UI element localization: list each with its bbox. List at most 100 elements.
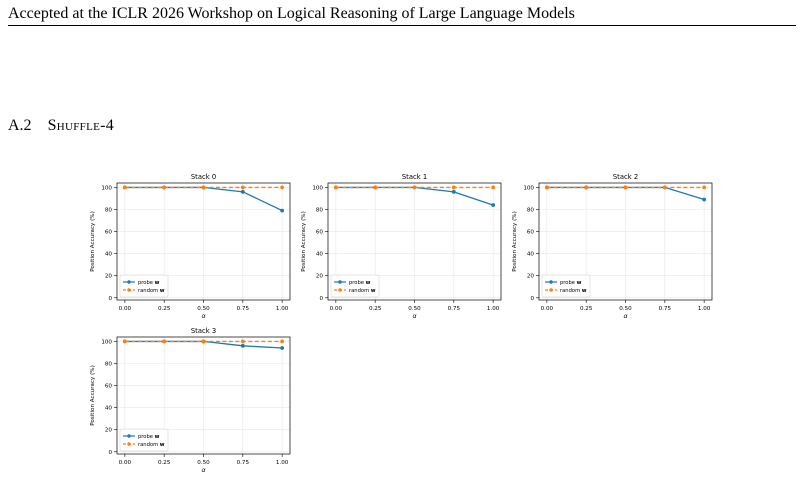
y-tick-label: 20 (527, 274, 535, 280)
legend-marker (338, 288, 342, 292)
y-tick-label: 60 (527, 230, 535, 236)
y-tick-label: 100 (101, 185, 112, 191)
data-point-random (240, 339, 245, 344)
legend-label: random w (138, 442, 165, 448)
data-point-probe (240, 189, 245, 194)
y-tick-label: 100 (523, 185, 534, 191)
y-tick-label: 20 (105, 274, 113, 280)
data-point-random (544, 185, 549, 190)
section-title: Shuffle-4 (47, 117, 115, 134)
legend-label: probe w (349, 280, 371, 286)
data-point-random (240, 185, 245, 190)
chart-title: Stack 0 (191, 173, 216, 181)
data-point-random (373, 185, 378, 190)
y-tick-label: 0 (319, 296, 323, 302)
data-point-random (491, 185, 496, 190)
chart-title: Stack 1 (402, 173, 427, 181)
y-tick-label: 60 (316, 230, 324, 236)
x-tick-label: 0.25 (369, 306, 382, 312)
data-point-random (201, 339, 206, 344)
x-tick-label: 0.50 (619, 306, 632, 312)
y-axis-label: Position Accuracy (%) (301, 211, 307, 272)
y-tick-label: 100 (101, 339, 112, 345)
x-axis-label: α (412, 313, 416, 320)
data-point-probe (702, 197, 707, 202)
data-point-random (333, 185, 338, 190)
legend-marker (127, 434, 131, 438)
chart-panel-0: 0.00 0.25 0.50 0.75 1.00 0 20 40 60 80 100 Stack 0 α… (90, 173, 291, 320)
legend-marker (338, 280, 342, 284)
chart-title: Stack 2 (613, 173, 638, 181)
chart-panel-3: 0.00 0.25 0.50 0.75 1.00 0 20 40 60 80 100 Stack 3 α… (90, 327, 291, 474)
legend-box (541, 274, 591, 298)
x-tick-label: 0.00 (330, 306, 343, 312)
legend-marker (549, 280, 553, 284)
legend-box (119, 274, 169, 298)
y-tick-label: 80 (105, 361, 113, 367)
y-tick-label: 60 (105, 230, 113, 236)
y-tick-label: 0 (108, 450, 112, 456)
data-point-random (584, 185, 589, 190)
x-tick-label: 1.00 (487, 306, 500, 312)
x-tick-label: 0.25 (158, 306, 171, 312)
y-tick-label: 80 (527, 207, 535, 213)
data-point-probe (280, 208, 285, 213)
x-tick-label: 0.25 (158, 460, 171, 466)
y-tick-label: 80 (105, 207, 113, 213)
x-tick-label: 0.50 (408, 306, 421, 312)
y-tick-label: 60 (105, 384, 113, 390)
chart-title: Stack 3 (191, 327, 216, 335)
x-tick-label: 0.00 (541, 306, 554, 312)
data-point-random (412, 185, 417, 190)
legend-marker (127, 280, 131, 284)
x-tick-label: 0.00 (119, 306, 132, 312)
x-tick-label: 0.50 (197, 460, 210, 466)
y-tick-label: 80 (316, 207, 324, 213)
data-point-probe (280, 346, 285, 350)
y-axis-label: Position Accuracy (%) (90, 211, 96, 272)
data-point-random (201, 185, 206, 190)
y-tick-label: 40 (105, 406, 113, 412)
y-tick-label: 40 (105, 252, 113, 258)
legend-label: probe w (138, 434, 160, 440)
section-number: A.2 (8, 117, 32, 134)
data-point-random (662, 185, 667, 190)
legend-label: probe w (138, 280, 160, 286)
data-point-random (162, 339, 167, 344)
legend-marker (549, 288, 553, 292)
data-point-random (623, 185, 628, 190)
legend-box (119, 428, 169, 452)
data-point-random (702, 185, 707, 190)
y-axis-label: Position Accuracy (%) (90, 365, 96, 426)
data-point-probe (491, 203, 496, 207)
data-point-random (451, 185, 456, 190)
x-tick-label: 0.75 (237, 460, 250, 466)
legend-label: random w (349, 288, 376, 294)
y-tick-label: 0 (108, 296, 112, 302)
x-tick-label: 0.50 (197, 306, 210, 312)
data-point-probe (240, 343, 245, 348)
data-point-random (122, 339, 127, 344)
running-header: Accepted at the ICLR 2026 Workshop on Lo… (8, 5, 575, 22)
header-rule (8, 25, 796, 26)
legend-label: random w (560, 288, 587, 294)
y-tick-label: 20 (316, 274, 324, 280)
data-point-random (122, 185, 127, 190)
y-tick-label: 20 (105, 428, 113, 434)
y-axis-label: Position Accuracy (%) (512, 211, 518, 272)
x-axis-label: α (201, 467, 205, 474)
x-tick-label: 1.00 (698, 306, 711, 312)
x-tick-label: 0.25 (580, 306, 593, 312)
x-tick-label: 0.75 (448, 306, 461, 312)
x-axis-label: α (623, 313, 627, 320)
chart-panel-2: 0.00 0.25 0.50 0.75 1.00 0 20 40 60 80 100 Stack 2 α… (512, 173, 713, 320)
legend-marker (127, 288, 131, 292)
data-point-random (162, 185, 167, 190)
y-tick-label: 0 (530, 296, 534, 302)
x-tick-label: 0.00 (119, 460, 132, 466)
x-tick-label: 0.75 (237, 306, 250, 312)
legend-box (330, 274, 380, 298)
data-point-random (280, 339, 285, 344)
y-tick-label: 40 (316, 252, 324, 258)
